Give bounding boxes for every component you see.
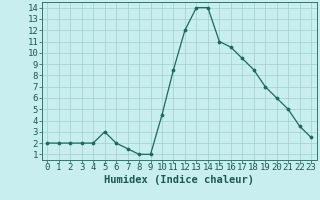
X-axis label: Humidex (Indice chaleur): Humidex (Indice chaleur)	[104, 175, 254, 185]
